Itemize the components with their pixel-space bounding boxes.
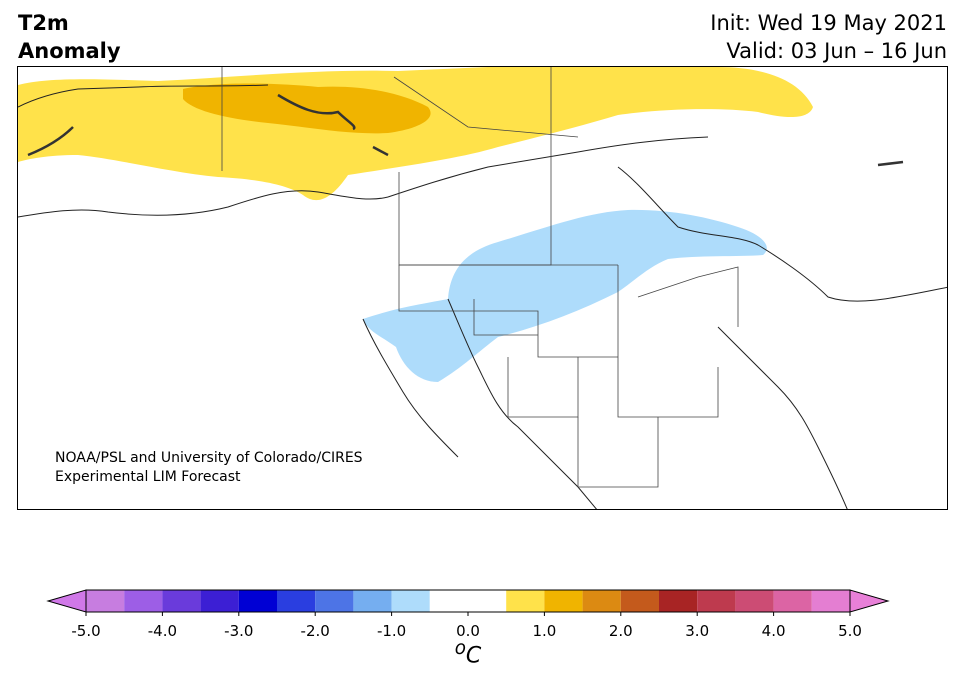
colorbar-bin-2 <box>162 590 201 612</box>
colorbar-bin-3 <box>200 590 239 612</box>
map-canvas <box>18 67 947 509</box>
unit-base-text: C <box>465 643 482 669</box>
colorbar-tick-label-7: 2.0 <box>609 622 633 640</box>
boundaries <box>221 67 739 488</box>
title-line-anomaly: Anomaly <box>18 39 121 63</box>
colorbar-tick-label-2: -3.0 <box>224 622 253 640</box>
colorbar-under-extension <box>46 589 87 613</box>
colorbar-tick-label-1: -4.0 <box>148 622 177 640</box>
colorbar: -5.0 -4.0 -3.0 -2.0 -1.0 0.0 1.0 2.0 3.0 4.0 5.0 <box>46 589 890 640</box>
colorbar-bin-7 <box>353 590 392 612</box>
colorbar-bins <box>46 589 890 613</box>
colorbar-bin-16 <box>735 590 774 612</box>
colorbar-bin-15 <box>697 590 736 612</box>
colorbar-bin-1 <box>124 590 163 612</box>
colorbar-bin-8 <box>391 590 430 612</box>
colorbar-ticks: -5.0 -4.0 -3.0 -2.0 -1.0 0.0 1.0 2.0 3.0 4.0 5.0 <box>71 612 862 640</box>
colorbar-tick-label-4: -1.0 <box>377 622 406 640</box>
colorbar-bin-12 <box>582 590 621 612</box>
colorbar-bin-5 <box>277 590 316 612</box>
credit-text: NOAA/PSL and University of Colorado/CIRE… <box>55 449 363 487</box>
unit-label: oC <box>448 638 488 668</box>
colorbar-over-extension <box>849 589 890 613</box>
colorbar-tick-label-9: 4.0 <box>762 622 786 640</box>
title-line-variable: T2m <box>18 11 69 35</box>
water-features <box>27 93 904 167</box>
credit-line-2: Experimental LIM Forecast <box>55 469 241 485</box>
colorbar-bin-13 <box>620 590 659 612</box>
coastlines <box>18 84 947 509</box>
colorbar-tick-label-10: 5.0 <box>838 622 862 640</box>
colorbar-bin-4 <box>238 590 277 612</box>
colorbar-bin-6 <box>315 590 354 612</box>
colorbar-bin-11 <box>544 590 583 612</box>
colorbar-bin-18 <box>811 590 850 612</box>
colorbar-bin-17 <box>773 590 812 612</box>
credit-line-1: NOAA/PSL and University of Colorado/CIRE… <box>55 450 363 466</box>
colorbar-bin-14 <box>659 590 698 612</box>
forecast-dates: Init: Wed 19 May 2021 Valid: 03 Jun – 16… <box>710 9 947 65</box>
cool-anomaly-region <box>363 209 767 382</box>
colorbar-tick-label-3: -2.0 <box>301 622 330 640</box>
colorbar-tick-label-6: 1.0 <box>532 622 556 640</box>
colorbar-bin-9 <box>429 590 507 612</box>
valid-date-text: Valid: 03 Jun – 16 Jun <box>726 39 947 63</box>
colorbar-tick-label-8: 3.0 <box>685 622 709 640</box>
anomaly-map <box>17 66 948 510</box>
colorbar-tick-label-5: 0.0 <box>456 622 480 640</box>
init-date-text: Init: Wed 19 May 2021 <box>710 11 947 35</box>
colorbar-bin-10 <box>506 590 545 612</box>
colorbar-bin-0 <box>86 590 125 612</box>
map-title: T2m Anomaly <box>18 9 121 65</box>
unit-degree-superscript: o <box>454 638 466 659</box>
colorbar-tick-label-0: -5.0 <box>71 622 100 640</box>
